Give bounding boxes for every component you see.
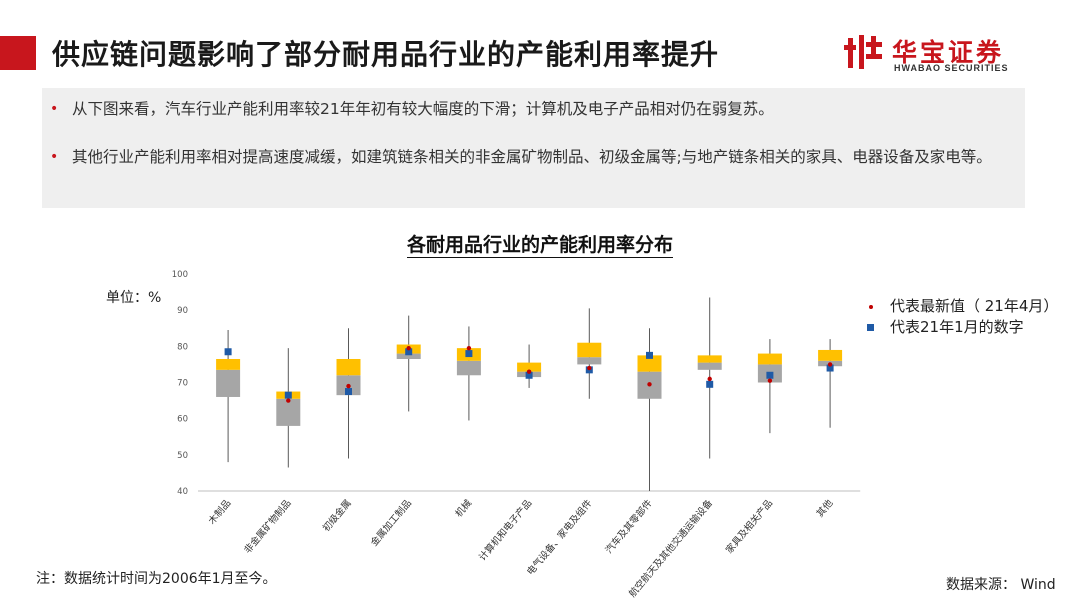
y-tick-label: 70 — [177, 379, 188, 389]
latest-marker — [827, 362, 833, 367]
latest-marker — [466, 345, 472, 351]
box-upper — [818, 349, 843, 361]
box-upper — [637, 355, 662, 372]
summary-bullet-1-text: 从下图来看，汽车行业产能利用率较21年年初有较大幅度的下滑；计算机及电子产品相对… — [72, 100, 774, 118]
latest-marker — [286, 398, 291, 403]
jan-marker — [465, 350, 473, 358]
box-lower — [577, 357, 602, 365]
chart-legend: 代表最新值（ 21年4月） 代表21年1月的数字 — [866, 296, 1058, 338]
latest-marker — [767, 378, 773, 383]
legend-item-latest: 代表最新值（ 21年4月） — [866, 296, 1058, 317]
box-upper — [697, 355, 722, 363]
jan-marker — [706, 380, 714, 388]
jan-marker — [826, 364, 834, 372]
latest-marker — [647, 382, 652, 387]
latest-marker — [707, 376, 712, 382]
jan-marker — [345, 388, 352, 396]
y-tick-label: 40 — [177, 487, 188, 497]
latest-marker — [406, 345, 411, 351]
y-tick-label: 60 — [177, 415, 188, 425]
y-tick-label: 50 — [177, 451, 188, 461]
slide-title: 供应链问题影响了部分耐用品行业的产能利用率提升 — [52, 38, 720, 71]
summary-bullet-2-text: 其他行业产能利用率相对提高速度减缓，如建筑链条相关的非金属矿物制品、初级金属等;… — [72, 148, 992, 166]
x-tick-label: 其他 — [814, 497, 836, 520]
unit-label: 单位：% — [106, 290, 162, 306]
logo-chinese-text: 华宝证券 — [892, 38, 1005, 67]
box-lower — [697, 362, 722, 370]
legend-label-latest: 代表最新值（ 21年4月） — [890, 297, 1059, 315]
bullet-dot-icon: • — [50, 101, 59, 117]
data-source: 数据来源： Wind — [946, 577, 1056, 593]
jan-marker — [525, 371, 533, 379]
y-tick-label: 80 — [177, 342, 188, 352]
latest-marker — [587, 365, 592, 371]
box-upper — [517, 362, 542, 372]
y-tick-label: 90 — [177, 306, 188, 316]
latest-marker — [346, 383, 351, 389]
box-lower — [276, 398, 301, 426]
x-tick-label: 电气设备、家电及组件 — [524, 497, 595, 578]
jan-marker — [766, 371, 774, 379]
box-upper — [216, 358, 241, 370]
box-lower — [216, 369, 241, 397]
x-tick-label: 木制品 — [206, 497, 234, 527]
summary-bullet-2: • 其他行业产能利用率相对提高速度减缓，如建筑链条相关的非金属矿物制品、初级金属… — [50, 142, 1012, 172]
box-lower — [396, 353, 421, 359]
jan-marker — [284, 391, 292, 399]
chart-title-text: 各耐用品行业的产能利用率分布 — [406, 234, 673, 258]
title-accent-bar — [0, 36, 36, 70]
legend-item-jan: 代表21年1月的数字 — [866, 317, 1058, 338]
x-tick-label: 非金属矿物制品 — [242, 497, 294, 556]
box-lower — [456, 360, 481, 376]
y-tick-label: 100 — [172, 270, 188, 280]
x-tick-label: 家具及相关产品 — [723, 497, 775, 556]
chart-title: 各耐用品行业的产能利用率分布 — [0, 230, 1080, 258]
x-tick-label: 汽车及其零部件 — [603, 497, 655, 556]
latest-marker — [526, 369, 532, 374]
company-logo: 华宝证券 HWABAO SECURITIES — [842, 32, 1042, 76]
bullet-dot-icon: • — [50, 149, 59, 165]
x-tick-label: 机械 — [453, 497, 475, 520]
jan-marker — [224, 348, 232, 356]
logo-english-text: HWABAO SECURITIES — [894, 63, 1009, 73]
jan-marker — [405, 348, 413, 356]
x-tick-label: 计算机和电子产品 — [476, 497, 534, 563]
jan-marker — [646, 351, 653, 359]
box-upper — [336, 358, 361, 376]
legend-label-jan: 代表21年1月的数字 — [890, 318, 1024, 336]
x-tick-label: 初级金属 — [320, 497, 354, 534]
latest-marker-icon — [869, 305, 873, 309]
summary-box: • 从下图来看，汽车行业产能利用率较21年年初有较大幅度的下滑；计算机及电子产品… — [42, 88, 1025, 208]
box-upper — [577, 342, 602, 358]
x-tick-label: 金属加工制品 — [368, 497, 414, 548]
summary-bullet-1: • 从下图来看，汽车行业产能利用率较21年年初有较大幅度的下滑；计算机及电子产品… — [50, 94, 1012, 124]
box-upper — [757, 353, 782, 365]
jan-marker-icon — [867, 324, 874, 331]
footnote: 注：数据统计时间为2006年1月至今。 — [36, 571, 277, 587]
logo-mark-icon — [844, 35, 882, 69]
